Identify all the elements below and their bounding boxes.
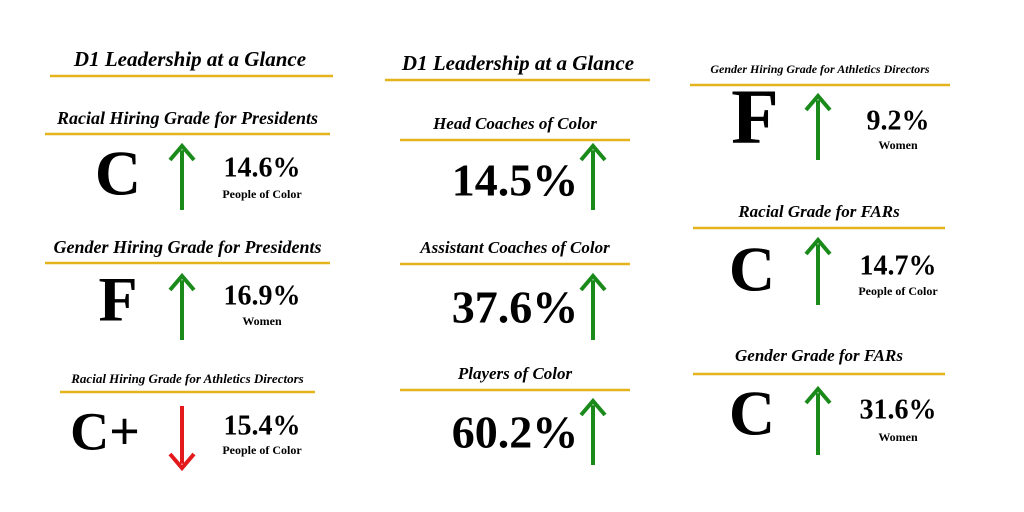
percentage: 16.9% [224, 280, 301, 311]
grade: F [98, 264, 137, 335]
column-title: D1 Leadership at a Glance [73, 47, 306, 71]
percentage: 37.6% [452, 282, 579, 333]
trend-arrow-head [804, 92, 832, 112]
grade: C [95, 138, 141, 209]
item-heading: Assistant Coaches of Color [419, 238, 610, 257]
trend-arrow-head [168, 272, 196, 292]
trend-arrow-head [168, 142, 196, 162]
item-heading: Players of Color [457, 364, 573, 383]
percentage: 9.2% [867, 105, 930, 136]
column-title: D1 Leadership at a Glance [401, 51, 634, 75]
trend-arrow-head [804, 236, 832, 256]
item-heading: Gender Grade for FARs [735, 346, 903, 365]
trend-arrow-head [579, 397, 607, 417]
sublabel: People of Color [222, 443, 302, 457]
sublabel: Women [878, 430, 918, 444]
percentage: 14.6% [224, 152, 301, 183]
grade: C [729, 234, 775, 305]
grade: C+ [70, 401, 140, 461]
percentage: 14.5% [452, 155, 579, 206]
item-heading: Gender Hiring Grade for Athletics Direct… [710, 62, 930, 76]
percentage: 60.2% [452, 407, 579, 458]
trend-arrow-head [579, 272, 607, 292]
trend-arrow-head [804, 385, 832, 405]
item-heading: Head Coaches of Color [432, 114, 597, 133]
item-heading: Racial Hiring Grade for Athletics Direct… [70, 371, 303, 386]
item-heading: Gender Hiring Grade for Presidents [53, 237, 321, 257]
item-heading: Racial Grade for FARs [737, 202, 900, 221]
sublabel: Women [242, 314, 282, 328]
sublabel: People of Color [222, 187, 302, 201]
percentage: 14.7% [860, 250, 937, 281]
sublabel: People of Color [858, 284, 938, 298]
grade: C [729, 378, 775, 449]
trend-arrow-head [168, 452, 196, 472]
percentage: 15.4% [224, 410, 301, 441]
percentage: 31.6% [860, 394, 937, 425]
trend-arrow-head [579, 142, 607, 162]
item-heading: Racial Hiring Grade for Presidents [56, 108, 318, 128]
sublabel: Women [878, 138, 918, 152]
grade: F [731, 73, 779, 160]
